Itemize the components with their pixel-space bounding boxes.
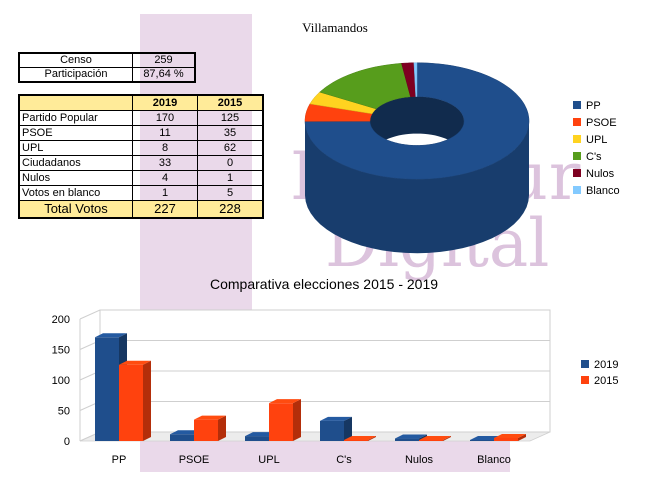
y-tick-label: 50 xyxy=(58,406,70,418)
table-row: Partido Popular 170 125 xyxy=(18,110,264,126)
bar-2015-pp xyxy=(119,364,143,441)
donut-side-pp xyxy=(305,121,529,254)
bar-2015-blanco xyxy=(494,437,518,441)
x-tick-label: PSOE xyxy=(179,454,210,466)
party-name: UPL xyxy=(18,140,133,156)
votes-2015: 125 xyxy=(197,110,264,126)
bar-top xyxy=(269,399,301,404)
bar-top xyxy=(194,415,226,420)
y-tick-label: 150 xyxy=(52,345,70,357)
total-2015: 228 xyxy=(197,200,264,219)
votes-2019: 33 xyxy=(132,155,198,171)
bar-2015-upl xyxy=(269,403,293,441)
x-tick-label: C's xyxy=(336,454,352,466)
votes-2019: 170 xyxy=(132,110,198,126)
total-row: Total Votos 227 228 xyxy=(18,200,264,219)
votes-2015: 62 xyxy=(197,140,264,156)
party-name: PSOE xyxy=(18,125,133,141)
legend-label: Nulos xyxy=(586,168,615,180)
legend-swatch xyxy=(573,135,581,143)
summary-value: 87,64 % xyxy=(132,67,196,83)
bar-side xyxy=(344,416,352,441)
votes-2015: 5 xyxy=(197,185,264,201)
legend-swatch xyxy=(573,169,581,177)
table-row: Votos en blanco 1 5 xyxy=(18,185,264,201)
table-row: Ciudadanos 33 0 xyxy=(18,155,264,171)
x-tick-label: UPL xyxy=(258,454,279,466)
summary-row-censo: Censo 259 xyxy=(18,52,196,68)
bar-side xyxy=(143,360,151,441)
results-header-row: 2019 2015 xyxy=(18,94,264,111)
results-header-2015: 2015 xyxy=(197,94,264,111)
bar-2015-cs xyxy=(344,440,368,441)
votes-2019: 1 xyxy=(132,185,198,201)
party-name: Nulos xyxy=(18,170,133,186)
bar-top xyxy=(119,360,151,365)
bar-side xyxy=(368,436,376,441)
bar-2019-nulos xyxy=(395,438,419,441)
bar-side xyxy=(293,399,301,441)
bar-chart-title: Comparativa elecciones 2015 - 2019 xyxy=(210,276,438,292)
legend-swatch xyxy=(573,186,581,194)
y-tick-label: 100 xyxy=(52,375,70,387)
table-row: UPL 8 62 xyxy=(18,140,264,156)
bar-side xyxy=(518,433,526,441)
results-table: 2019 2015 Partido Popular 170 125 PSOE 1… xyxy=(18,94,264,219)
party-name: Partido Popular xyxy=(18,110,133,126)
y-tick-label: 0 xyxy=(64,436,70,448)
bar-top xyxy=(95,333,127,338)
bar-2019-pp xyxy=(95,337,119,441)
summary-label: Participación xyxy=(18,67,133,83)
page-title: Villamandos xyxy=(302,20,368,35)
table-row: Nulos 4 1 xyxy=(18,170,264,186)
results-header-2019: 2019 xyxy=(132,94,198,111)
gridline xyxy=(79,309,550,320)
bar-top xyxy=(344,436,376,440)
x-tick-label: PP xyxy=(112,454,127,466)
bar-top xyxy=(419,436,451,440)
legend-label: PP xyxy=(586,100,601,112)
bar-2015-nulos xyxy=(419,440,443,441)
bar-2019-cs xyxy=(320,420,344,441)
votes-2015: 0 xyxy=(197,155,264,171)
donut-slice-blanco xyxy=(413,62,418,97)
legend-swatch xyxy=(581,360,589,368)
table-row: PSOE 11 35 xyxy=(18,125,264,141)
legend-label: UPL xyxy=(586,134,607,146)
legend-swatch xyxy=(573,152,581,160)
bar-2015-psoe xyxy=(194,419,218,441)
legend-label: C's xyxy=(586,151,602,163)
bar-top xyxy=(320,416,352,421)
party-name: Ciudadanos xyxy=(18,155,133,171)
bar-top xyxy=(494,433,526,438)
results-header-blank xyxy=(18,94,133,111)
y-tick-label: 200 xyxy=(52,314,70,326)
summary-row-participacion: Participación 87,64 % xyxy=(18,67,196,83)
legend-label: 2019 xyxy=(594,359,618,371)
bar-2019-psoe xyxy=(170,434,194,441)
x-tick-label: Blanco xyxy=(477,454,511,466)
party-name: Votos en blanco xyxy=(18,185,133,201)
legend-swatch xyxy=(573,118,581,126)
legend-label: PSOE xyxy=(586,117,617,129)
bar-top xyxy=(395,434,427,439)
bar-2019-blanco xyxy=(470,440,494,441)
total-label: Total Votos xyxy=(18,200,133,219)
donut-inner-wall xyxy=(370,96,464,158)
legend-label: 2015 xyxy=(594,375,618,387)
x-tick-label: Nulos xyxy=(405,454,434,466)
bar-2019-upl xyxy=(245,436,269,441)
summary-table: Censo 259 Participación 87,64 % xyxy=(18,52,196,83)
bar-side xyxy=(443,436,451,441)
bar-side xyxy=(218,415,226,441)
legend-swatch xyxy=(573,101,581,109)
legend-swatch xyxy=(581,376,589,384)
legend-label: Blanco xyxy=(586,185,620,197)
total-2019: 227 xyxy=(132,200,198,219)
